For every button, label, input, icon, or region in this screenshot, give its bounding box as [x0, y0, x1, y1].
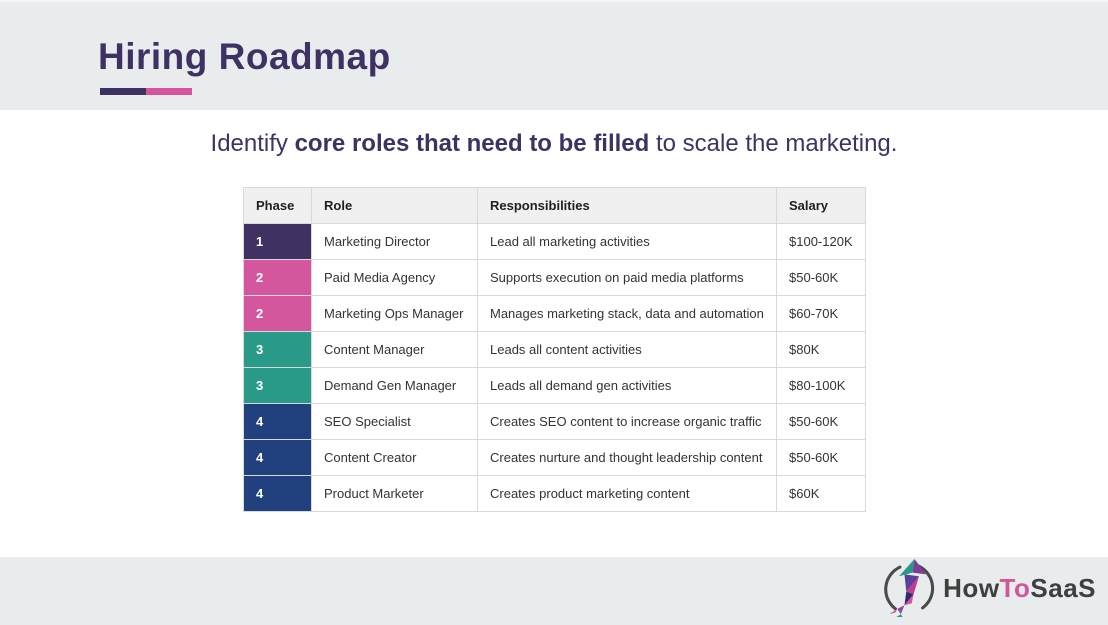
column-header-responsibilities: Responsibilities — [477, 187, 777, 224]
responsibilities-cell: Lead all marketing activities — [477, 223, 777, 260]
table-row: 4 Product Marketer Creates product marke… — [243, 475, 866, 512]
salary-cell: $100-120K — [776, 223, 866, 260]
phase-cell: 4 — [243, 403, 312, 440]
role-cell: Paid Media Agency — [311, 259, 478, 296]
howtosaas-logo: HowToSaaS — [880, 557, 1096, 619]
slide-subtitle: Identify core roles that need to be fill… — [0, 130, 1108, 158]
responsibilities-cell: Creates nurture and thought leadership c… — [477, 439, 777, 476]
role-cell: Content Creator — [311, 439, 478, 476]
logo-wordmark: HowToSaaS — [943, 573, 1096, 604]
responsibilities-cell: Supports execution on paid media platfor… — [477, 259, 777, 296]
responsibilities-cell: Creates product marketing content — [477, 475, 777, 512]
table-row: 4 SEO Specialist Creates SEO content to … — [243, 403, 866, 440]
role-cell: Product Marketer — [311, 475, 478, 512]
subtitle-suffix: to scale the marketing. — [649, 130, 898, 157]
role-cell: SEO Specialist — [311, 403, 478, 440]
logo-part-how: How — [943, 572, 1000, 603]
logo-part-saas: SaaS — [1030, 572, 1096, 603]
table-header-row: Phase Role Responsibilities Salary — [243, 187, 866, 224]
logo-part-to: To — [999, 572, 1031, 603]
title-underline — [100, 88, 192, 95]
role-cell: Content Manager — [311, 331, 478, 368]
responsibilities-cell: Leads all demand gen activities — [477, 367, 777, 404]
phase-cell: 2 — [243, 295, 312, 332]
responsibilities-cell: Manages marketing stack, data and automa… — [477, 295, 777, 332]
table-row: 2 Marketing Ops Manager Manages marketin… — [243, 295, 866, 332]
subtitle-bold: core roles that need to be filled — [294, 130, 650, 157]
role-cell: Marketing Ops Manager — [311, 295, 478, 332]
underline-purple-segment — [100, 88, 146, 95]
salary-cell: $60K — [776, 475, 866, 512]
table-row: 1 Marketing Director Lead all marketing … — [243, 223, 866, 260]
phase-cell: 1 — [243, 223, 312, 260]
subtitle-prefix: Identify — [210, 130, 295, 157]
underline-pink-segment — [146, 88, 192, 95]
role-cell: Marketing Director — [311, 223, 478, 260]
growth-arrow-icon — [884, 559, 935, 617]
salary-cell: $50-60K — [776, 259, 866, 296]
column-header-salary: Salary — [776, 187, 866, 224]
salary-cell: $50-60K — [776, 439, 866, 476]
phase-cell: 3 — [243, 331, 312, 368]
salary-cell: $80-100K — [776, 367, 866, 404]
salary-cell: $80K — [776, 331, 866, 368]
column-header-phase: Phase — [243, 187, 312, 224]
salary-cell: $60-70K — [776, 295, 866, 332]
phase-cell: 3 — [243, 367, 312, 404]
phase-cell: 4 — [243, 475, 312, 512]
salary-cell: $50-60K — [776, 403, 866, 440]
table-row: 3 Demand Gen Manager Leads all demand ge… — [243, 367, 866, 404]
page-title: Hiring Roadmap — [98, 36, 391, 77]
hiring-roadmap-table: Phase Role Responsibilities Salary 1 Mar… — [243, 187, 866, 512]
responsibilities-cell: Leads all content activities — [477, 331, 777, 368]
phase-cell: 2 — [243, 259, 312, 296]
column-header-role: Role — [311, 187, 478, 224]
phase-cell: 4 — [243, 439, 312, 476]
table-row: 3 Content Manager Leads all content acti… — [243, 331, 866, 368]
table-row: 4 Content Creator Creates nurture and th… — [243, 439, 866, 476]
responsibilities-cell: Creates SEO content to increase organic … — [477, 403, 777, 440]
table-row: 2 Paid Media Agency Supports execution o… — [243, 259, 866, 296]
role-cell: Demand Gen Manager — [311, 367, 478, 404]
